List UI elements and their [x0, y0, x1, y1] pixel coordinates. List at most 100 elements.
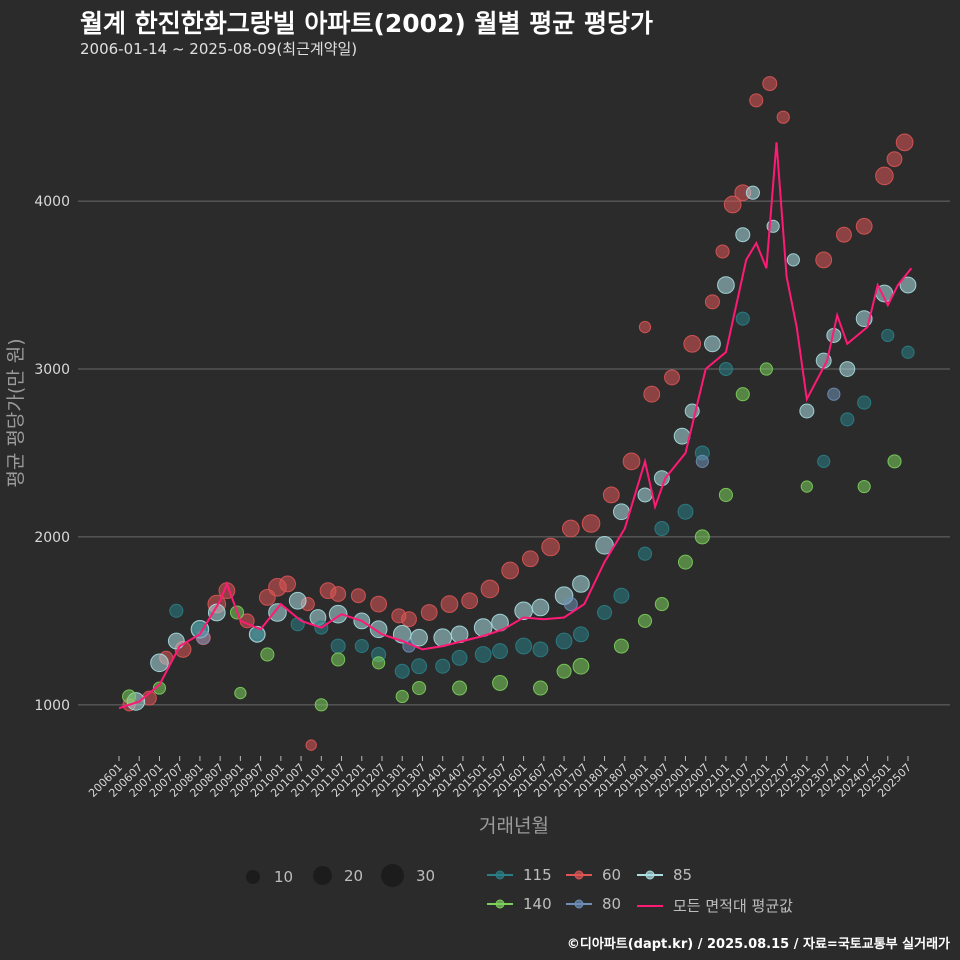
scatter-point-60: [886, 151, 903, 168]
scatter-point-115: [435, 658, 451, 674]
scatter-point-60: [643, 385, 661, 403]
scatter-point-115: [290, 617, 305, 632]
scatter-point-115: [817, 454, 831, 468]
scatter-point-140: [122, 689, 137, 704]
scatter-point-60: [350, 588, 366, 604]
scatter-point-115: [901, 345, 915, 359]
y-tick-label: 2000: [34, 530, 70, 546]
scatter-point-115: [677, 503, 694, 520]
scatter-point-140: [314, 698, 328, 712]
scatter-point-140: [331, 652, 346, 667]
average-line: [118, 142, 913, 710]
legend-item-60: 60: [565, 866, 621, 884]
scatter-point-115: [840, 412, 855, 427]
scatter-point-85: [150, 653, 169, 673]
legend-item-115: 115: [486, 866, 552, 884]
legend-label: 85: [673, 866, 693, 884]
scatter-point-140: [694, 529, 710, 545]
scatter-point-140: [412, 680, 427, 696]
scatter-point-60: [815, 251, 833, 269]
scatter-point-60: [683, 334, 702, 353]
scatter-point-60: [581, 514, 601, 533]
scatter-point-115: [532, 641, 549, 658]
scatter-point-85: [268, 603, 287, 622]
size-circle-icon: [313, 866, 332, 885]
scatter-point-60: [401, 611, 417, 628]
scatter-point-115: [451, 649, 468, 666]
y-tick-label: 1000: [34, 698, 70, 714]
size-circle-icon: [246, 870, 260, 884]
scatter-point-85: [531, 598, 550, 617]
scatter-point-60: [521, 550, 539, 568]
scatter-point-85: [288, 591, 307, 610]
scatter-point-140: [887, 454, 902, 469]
scatter-point-60: [561, 519, 580, 538]
chart-subtitle: 2006-01-14 ~ 2025-08-09(최근계약일): [80, 40, 358, 58]
scatter-point-80: [827, 387, 841, 401]
scatter-point-140: [759, 362, 773, 376]
scatter-point-60: [330, 586, 347, 602]
scatter-point-115: [613, 587, 630, 604]
scatter-point-140: [395, 689, 409, 704]
average-price-line: [118, 142, 913, 710]
scatter-point-60: [305, 739, 317, 751]
scatter-point-140: [637, 613, 653, 628]
scatter-point-140: [532, 680, 548, 696]
legend-item-140: 140: [486, 895, 552, 913]
scatter-point-85: [786, 253, 800, 267]
scatter-point-115: [881, 328, 895, 343]
size-circle-icon: [381, 864, 404, 887]
legend-size-30: 30: [381, 864, 435, 887]
scatter-point-115: [637, 546, 653, 561]
scatter-point-80: [563, 597, 578, 612]
grid-layer: [78, 200, 950, 706]
scatter-point-60: [664, 369, 680, 386]
scatter-point-60: [602, 486, 620, 504]
scatter-point-115: [857, 395, 872, 410]
scatter-point-60: [723, 195, 742, 214]
y-tick-labels: 1000 2000 3000 4000: [34, 194, 70, 714]
scatter-point-85: [595, 536, 614, 555]
legend-key-icon: [487, 870, 513, 880]
scatter-point-60: [541, 537, 560, 557]
legend-item-85: 85: [636, 866, 692, 884]
scatter-point-115: [718, 361, 733, 377]
scatter-point-60: [762, 76, 778, 92]
x-axis-label: 거래년월: [479, 815, 549, 837]
legend-size-label: 10: [274, 868, 294, 886]
legend-key-icon: [637, 904, 663, 907]
scatter-point-85: [612, 503, 630, 521]
scatter-point-140: [654, 597, 669, 612]
legend-size-10: 10: [246, 868, 293, 886]
legend-key-icon: [566, 899, 592, 909]
scatter-point-60: [835, 226, 852, 243]
scatter-point-85: [799, 403, 815, 419]
scatter-point-60: [440, 595, 459, 613]
scatter-point-140: [718, 487, 733, 503]
scatter-point-115: [354, 639, 369, 654]
scatter-point-85: [637, 487, 653, 503]
scatter-point-140: [556, 663, 572, 679]
scatter-point-115: [250, 627, 264, 641]
scatter-points: [122, 76, 917, 751]
scatter-point-115: [474, 646, 492, 663]
scatter-point-85: [653, 470, 670, 487]
scatter-point-115: [515, 637, 533, 655]
scatter-point-140: [152, 681, 167, 695]
y-tick-label: 4000: [34, 194, 70, 210]
scatter-point-115: [394, 663, 410, 679]
scatter-point-60: [895, 133, 914, 152]
scatter-point-115: [492, 643, 508, 660]
chart-title: 월계 한진한화그랑빌 아파트(2002) 월별 평균 평당가: [80, 9, 653, 38]
scatter-point-60: [875, 166, 894, 186]
scatter-point-115: [169, 603, 184, 618]
legend-label: 115: [523, 866, 552, 884]
legend-item-80: 80: [565, 895, 621, 913]
scatter-point-140: [234, 686, 247, 700]
scatter-point-140: [677, 554, 693, 570]
scatter-point-60: [704, 294, 720, 310]
scatter-point-60: [370, 595, 388, 613]
legend-label: 80: [602, 895, 622, 913]
x-tick-labels: 2006012006072007012007072008012008072009…: [86, 756, 914, 800]
scatter-point-115: [411, 658, 428, 675]
